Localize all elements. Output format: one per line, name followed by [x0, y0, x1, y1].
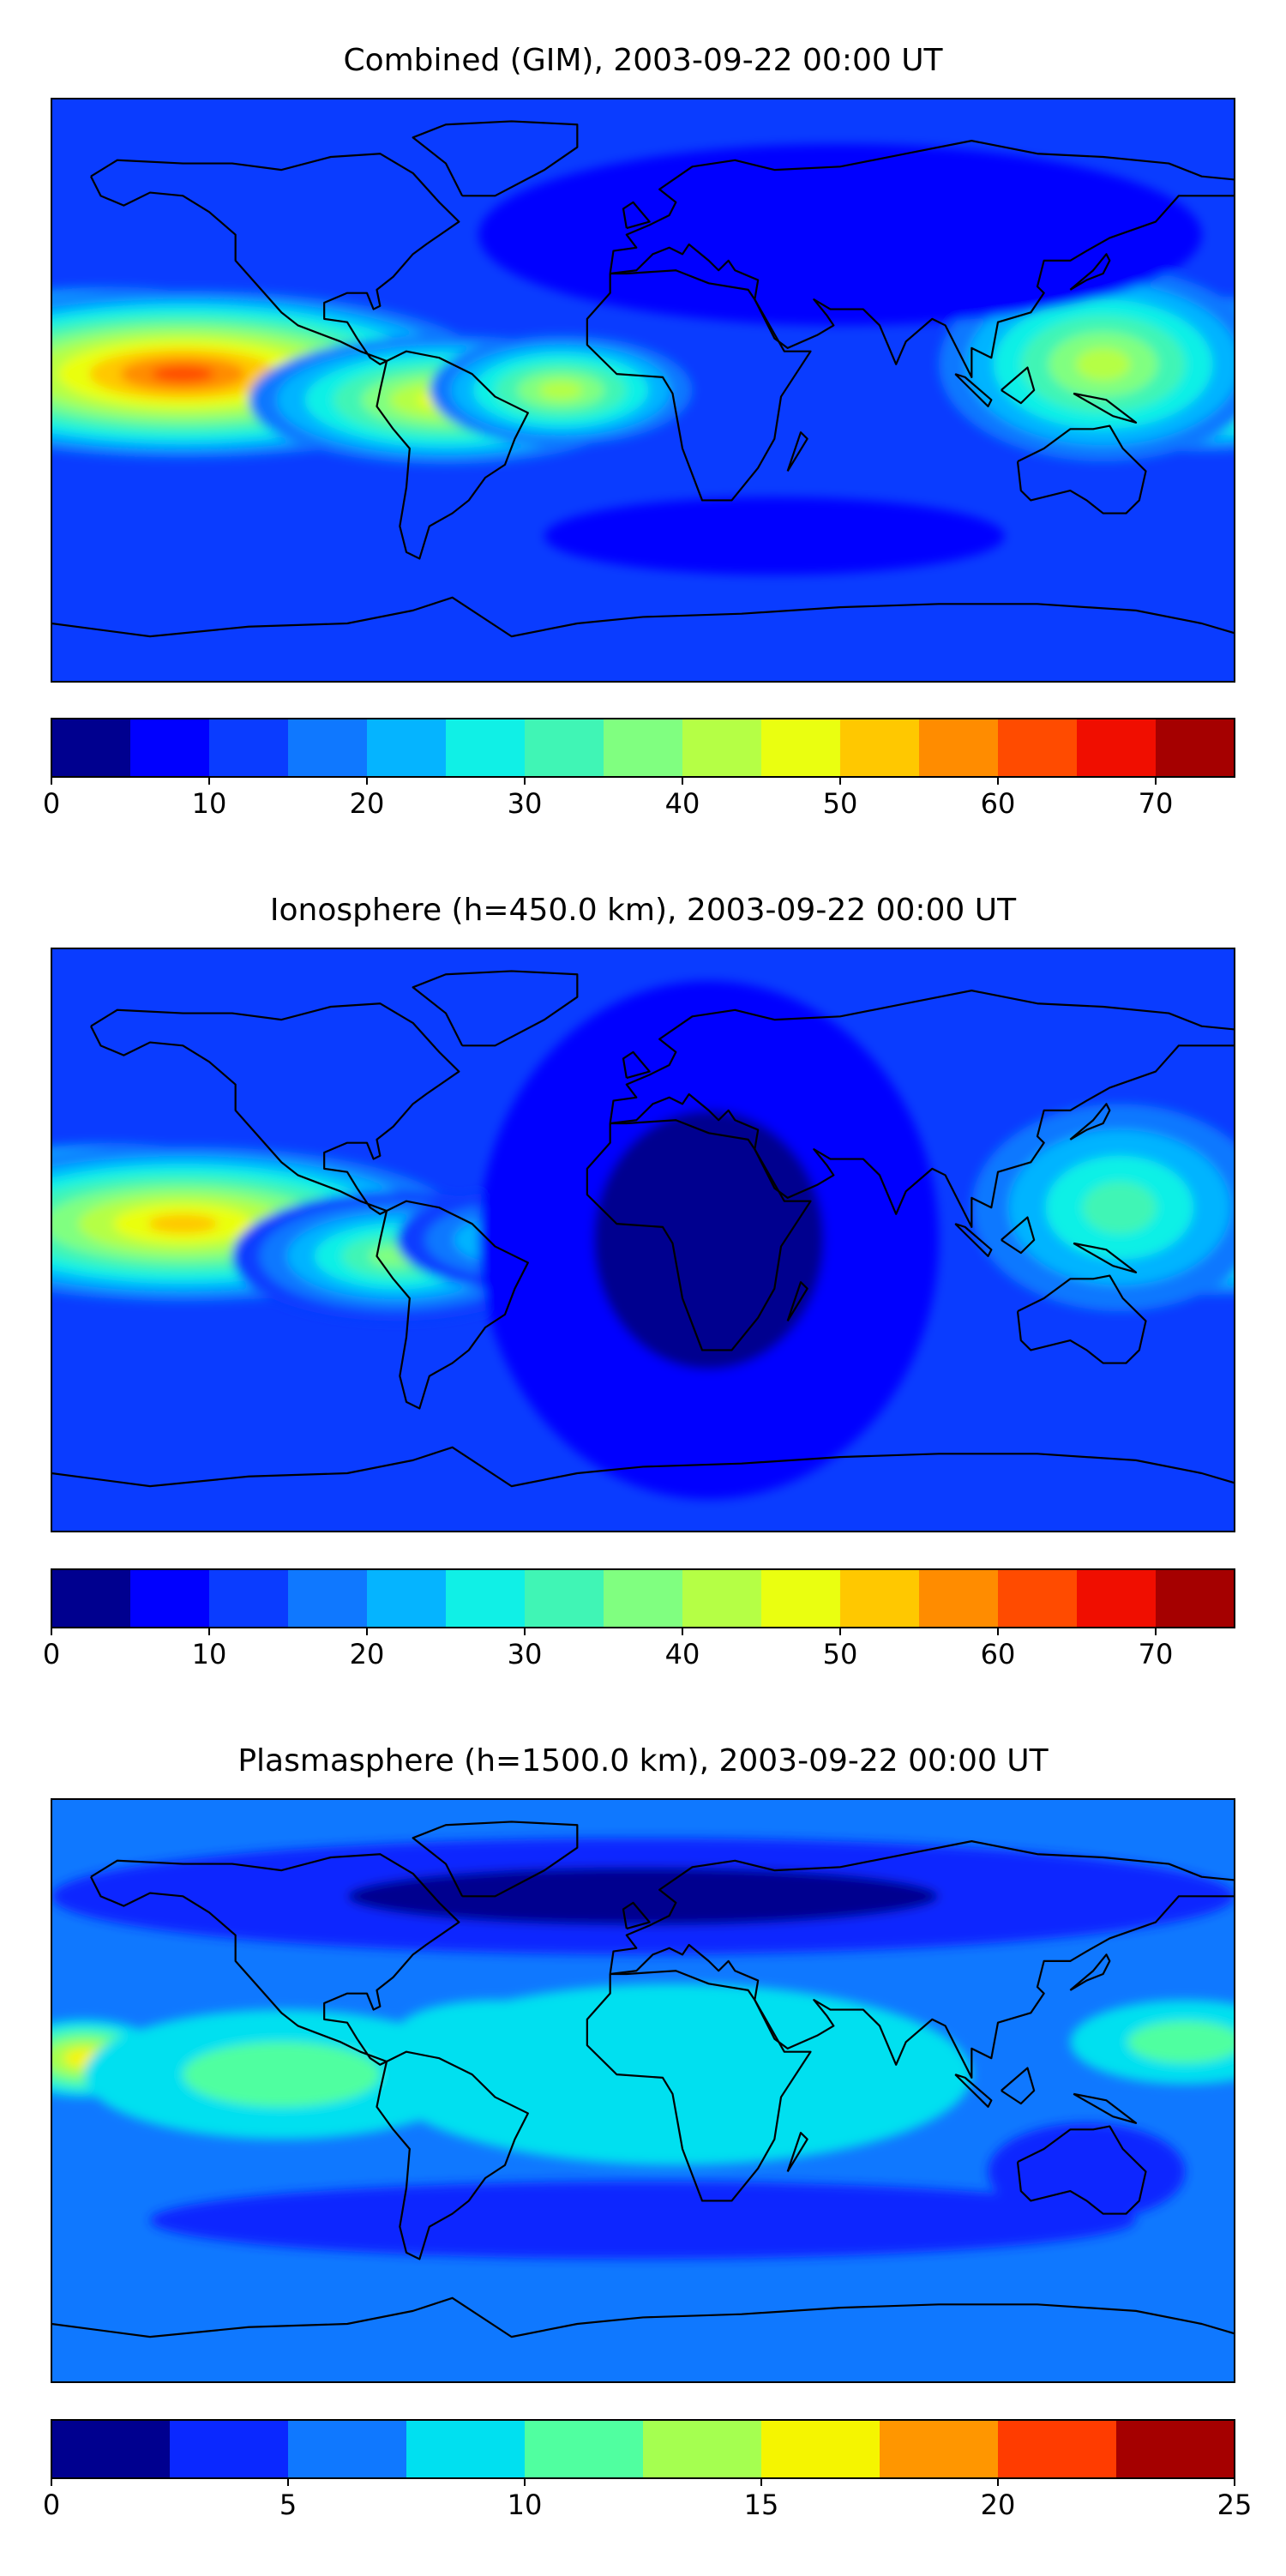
contour-band [152, 365, 214, 382]
contour-band [544, 497, 1005, 575]
colorbar-segment [682, 719, 762, 777]
panel-title: Plasmasphere (h=1500.0 km), 2003-09-22 0… [237, 1743, 1049, 1779]
colorbar-tick-label: 0 [43, 2489, 60, 2521]
colorbar-tick-label: 50 [823, 787, 858, 820]
colorbar-tick-label: 0 [43, 787, 60, 820]
colorbar-tick-label: 40 [665, 1638, 700, 1670]
contour-band [148, 1214, 218, 1234]
colorbar-segment [1116, 2420, 1235, 2478]
colorbar-segment [525, 1569, 604, 1628]
colorbar-segment [51, 2420, 171, 2478]
colorbar-tick-label: 40 [665, 787, 700, 820]
colorbar-tick-label: 30 [508, 1638, 543, 1670]
colorbar-tick-label: 5 [279, 2489, 297, 2521]
colorbar-segment [682, 1569, 762, 1628]
colorbar-tick-label: 60 [981, 1638, 1016, 1670]
colorbar-segment [604, 719, 683, 777]
colorbar-tick-label: 10 [508, 2489, 543, 2521]
colorbar-segment [288, 1569, 368, 1628]
colorbar-segment [51, 1569, 131, 1628]
panel-title: Combined (GIM), 2003-09-22 00:00 UT [343, 43, 943, 78]
colorbar-segment [1156, 1569, 1235, 1628]
colorbar-segment [919, 719, 999, 777]
colorbar-tick-label: 10 [192, 787, 227, 820]
contour-band [183, 2042, 380, 2107]
colorbar-tick-label: 0 [43, 1638, 60, 1670]
colorbar-segment [130, 1569, 210, 1628]
colorbar-tick-label: 15 [744, 2489, 779, 2521]
colorbar-tick-label: 20 [981, 2489, 1016, 2521]
colorbar-tick-label: 30 [508, 787, 543, 820]
colorbar-segment [288, 2420, 407, 2478]
contour-band [1127, 2021, 1242, 2063]
colorbar-segment [525, 2420, 644, 2478]
colorbar-segment [761, 2420, 880, 2478]
colorbar-tick-label: 60 [981, 787, 1016, 820]
colorbar-tick-label: 20 [350, 1638, 385, 1670]
contour-band [478, 144, 1201, 326]
contour-band [1076, 348, 1131, 381]
contour-band [539, 381, 583, 399]
colorbar-combined: 0 10 20 30 40 50 60 70 [43, 719, 1235, 820]
colorbar-tick-label: 70 [1139, 787, 1174, 820]
colorbar-tick-label: 10 [192, 1638, 227, 1670]
contour-band [347, 1867, 939, 1925]
contour-band [150, 2182, 1136, 2260]
colorbar-segment [1156, 719, 1235, 777]
colorbar-segment [998, 1569, 1078, 1628]
colorbar-segment [446, 1569, 526, 1628]
colorbar-segment [525, 719, 604, 777]
colorbar-segment [446, 719, 526, 777]
colorbar-segment [998, 719, 1078, 777]
colorbar-segment [170, 2420, 289, 2478]
colorbar-segment [1077, 719, 1157, 777]
contour-band [380, 1983, 971, 2165]
map-panel-ionosphere [0, 948, 1286, 1532]
contour-band [594, 1110, 824, 1369]
colorbar-segment [840, 1569, 920, 1628]
map-panel-combined [0, 99, 1286, 682]
colorbar-tick-label: 20 [350, 787, 385, 820]
colorbar-tick-label: 70 [1139, 1638, 1174, 1670]
colorbar-segment [1077, 1569, 1157, 1628]
colorbar-segment [880, 2420, 999, 2478]
colorbar-segment [130, 719, 210, 777]
colorbar-segment [998, 2420, 1117, 2478]
colorbar-segment [604, 1569, 683, 1628]
colorbar-segment [367, 719, 447, 777]
colorbar-segment [209, 719, 289, 777]
colorbar-ionosphere: 0 10 20 30 40 50 60 70 [43, 1569, 1235, 1670]
colorbar-segment [51, 719, 131, 777]
colorbar-tick-label: 25 [1217, 2489, 1253, 2521]
colorbar-segment [761, 719, 841, 777]
contour-band [1083, 1182, 1157, 1233]
colorbar-plasmasphere: 0 5 10 15 20 25 [43, 2420, 1253, 2521]
colorbar-segment [919, 1569, 999, 1628]
panel-title: Ionosphere (h=450.0 km), 2003-09-22 00:0… [270, 893, 1017, 928]
colorbar-segment [367, 1569, 447, 1628]
colorbar-segment [406, 2420, 526, 2478]
colorbar-segment [761, 1569, 841, 1628]
map-panel-plasmasphere [3, 1799, 1286, 2382]
colorbar-segment [643, 2420, 762, 2478]
colorbar-segment [288, 719, 368, 777]
colorbar-segment [209, 1569, 289, 1628]
colorbar-tick-label: 50 [823, 1638, 858, 1670]
colorbar-segment [840, 719, 920, 777]
